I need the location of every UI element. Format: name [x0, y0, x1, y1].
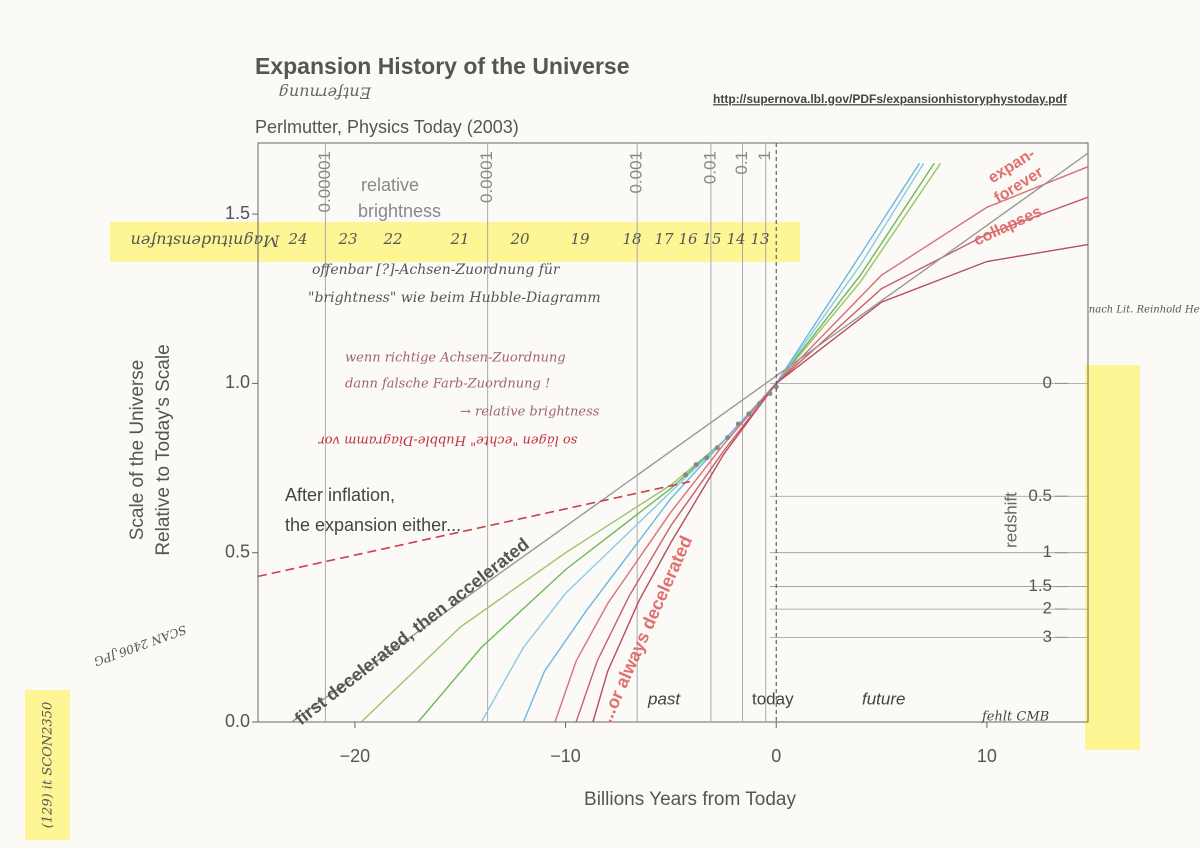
handwritten-note: → relative brightness	[460, 405, 600, 420]
magnitude-label: 23	[337, 230, 357, 248]
brightness-tick-label: 0.001	[627, 151, 646, 194]
series-line	[554, 166, 1088, 722]
highlight	[110, 222, 800, 262]
data-point	[735, 421, 741, 427]
magnitude-label: 24	[287, 230, 307, 248]
magnitude-label: 13	[750, 230, 769, 248]
magnitude-label: 16	[678, 230, 698, 248]
x-tick-label: −20	[340, 746, 371, 766]
data-point	[756, 401, 762, 407]
handwritten-note: offenbar [?]-Achsen-Zuordnung für	[312, 262, 561, 278]
magnitude-label: 17	[654, 230, 674, 248]
handwritten-note: Magnitudenstufen	[131, 232, 281, 251]
redshift-tick-label: 0	[1043, 373, 1052, 392]
handwritten-note: dann falsche Farb-Zuordnung !	[345, 377, 550, 392]
annotation: After inflation,	[285, 485, 395, 505]
y-tick-label: 0.5	[225, 541, 250, 561]
magnitude-label: 22	[382, 230, 402, 248]
x-tick-label: 10	[977, 746, 997, 766]
annotation: relative	[361, 175, 419, 195]
magnitude-label: 15	[702, 230, 721, 248]
chart-subtitle: Perlmutter, Physics Today (2003)	[255, 117, 519, 137]
redshift-tick-label: 2	[1043, 599, 1052, 618]
x-axis-label: Billions Years from Today	[584, 789, 796, 810]
y-axis-label: Scale of the Universe	[127, 360, 148, 541]
data-point	[773, 384, 779, 390]
magnitude-label: 21	[449, 230, 469, 248]
handwritten-note: so lägen "echte" Hubble-Diagramm vor	[318, 433, 578, 448]
series-line	[258, 480, 691, 578]
y-tick-label: 1.0	[225, 372, 250, 392]
annotation: future	[862, 689, 905, 708]
data-point	[746, 411, 752, 417]
annotation: past	[647, 689, 681, 708]
handwritten-note: Entfernung	[279, 84, 373, 103]
y-tick-label: 1.5	[225, 203, 250, 223]
plot-frame	[257, 142, 1089, 723]
brightness-tick-label: 0.1	[732, 151, 751, 175]
series-line	[522, 162, 921, 722]
chart-title: Expansion History of the Universe	[255, 53, 629, 79]
highlight	[1085, 365, 1140, 750]
data-point	[714, 445, 720, 451]
handwritten-note: fehlt CMB	[981, 710, 1049, 725]
data-point	[767, 391, 773, 397]
handwritten-note: "brightness" wie beim Hubble-Diagramm	[308, 290, 601, 306]
series-line	[592, 243, 1088, 722]
series-line	[291, 152, 1088, 722]
annotation: brightness	[358, 201, 441, 221]
annotation: the expansion either...	[285, 515, 461, 535]
annotation: today	[752, 689, 794, 708]
redshift-tick-label: 0.5	[1028, 486, 1052, 505]
magnitude-label: 20	[509, 230, 530, 248]
x-tick-label: −10	[550, 746, 581, 766]
plot-area	[258, 143, 1088, 722]
brightness-tick-label: 1	[755, 151, 774, 160]
source-url: http://supernova.lbl.gov/PDFs/expansionh…	[713, 92, 1068, 106]
series-line	[575, 196, 1088, 722]
data-point	[725, 435, 731, 441]
handwritten-note: nach Lit. Reinhold Henkel	[1089, 305, 1200, 316]
magnitude-label: 18	[622, 230, 641, 248]
data-point	[683, 472, 689, 478]
data-point	[693, 462, 699, 468]
redshift-tick-label: 1	[1043, 542, 1052, 561]
magnitude-label: 14	[726, 230, 745, 248]
x-tick-label: 0	[771, 746, 781, 766]
redshift-label: redshift	[1001, 492, 1020, 548]
redshift-tick-label: 3	[1043, 627, 1052, 646]
brightness-tick-label: 0.01	[700, 151, 719, 184]
y-axis-label: Relative to Today's Scale	[153, 344, 174, 555]
brightness-tick-label: 0.0001	[477, 151, 496, 203]
redshift-tick-label: 1.5	[1028, 576, 1052, 595]
magnitude-label: 19	[570, 230, 590, 248]
handwritten-note: (129) it SCON2350	[41, 702, 56, 829]
highlight	[25, 690, 70, 840]
brightness-tick-label: 0.00001	[315, 151, 334, 212]
data-point	[704, 455, 710, 461]
handwritten-note: wenn richtige Achsen-Zuordnung	[345, 351, 566, 366]
y-tick-label: 0.0	[225, 711, 250, 731]
